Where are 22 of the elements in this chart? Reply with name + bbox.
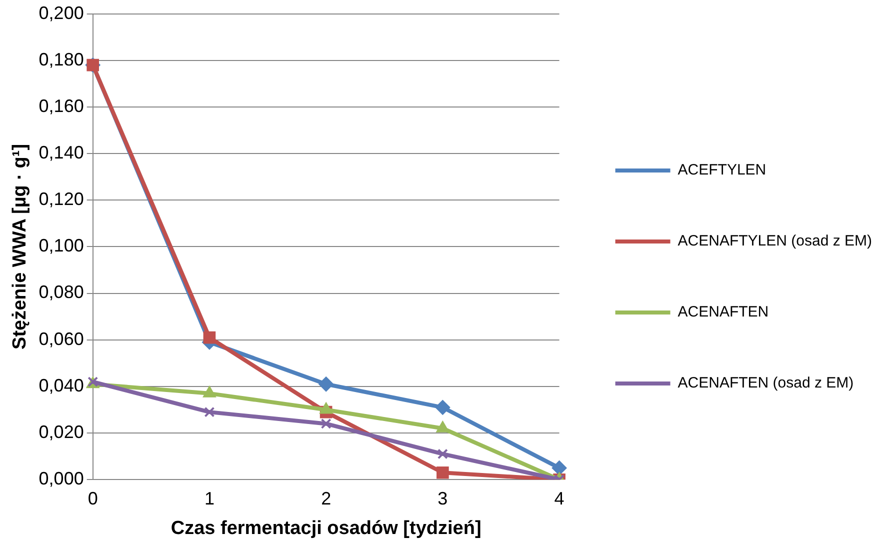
legend-label: ACENAFTEN (osad z EM) [678, 374, 854, 392]
x-tick-label: 3 [438, 488, 448, 508]
y-tick-label: 0,080 [38, 282, 84, 302]
legend-label: ACENAFTEN [678, 304, 769, 321]
y-tick-label: 0,180 [38, 49, 84, 70]
legend-label: ACENAFTYLEN (osad z EM) [678, 232, 872, 250]
x-tick-label: 2 [321, 488, 332, 508]
y-tick-label: 0,120 [38, 189, 84, 210]
legend-label: ACEFTYLEN [678, 162, 766, 179]
y-tick-label: 0,100 [38, 236, 84, 256]
y-axis-title: Stężenie WWA [µg · g¹] [10, 144, 31, 350]
y-tick-label: 0,000 [38, 468, 84, 489]
x-tick-label: 1 [204, 488, 214, 508]
x-tick-label: 4 [554, 488, 564, 508]
y-tick-label: 0,020 [38, 422, 84, 442]
y-tick-label: 0,140 [38, 142, 84, 163]
x-axis-title: Czas fermentacji osadów [tydzień] [170, 518, 482, 539]
x-tick-label: 0 [88, 488, 98, 508]
y-tick-label: 0,200 [38, 2, 84, 23]
y-tick-label: 0,060 [38, 328, 84, 349]
y-tick-label: 0,040 [38, 375, 84, 396]
y-tick-label: 0,160 [38, 96, 84, 116]
